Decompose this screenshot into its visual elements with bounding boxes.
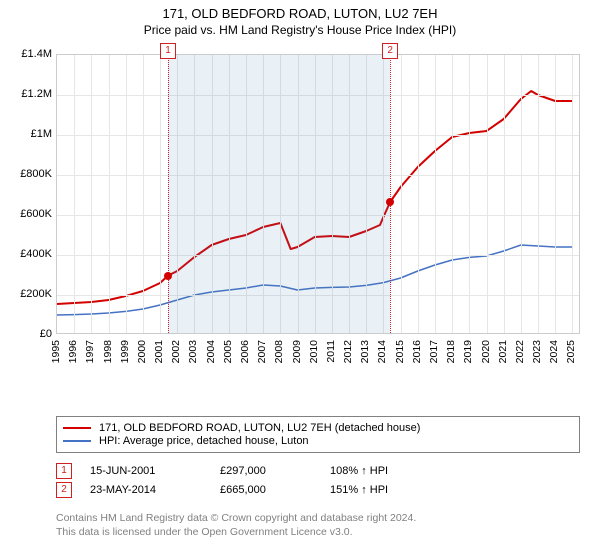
y-tick-label: £600K	[0, 208, 52, 220]
x-tick-label: 2021	[497, 340, 509, 363]
legend-label: HPI: Average price, detached house, Luto…	[99, 435, 309, 447]
footer-line2: This data is licensed under the Open Gov…	[56, 526, 416, 540]
grid-v	[74, 55, 75, 333]
x-tick-label: 2003	[187, 340, 199, 363]
sale-marker: 1	[56, 463, 72, 479]
shaded-region	[168, 55, 390, 333]
x-tick-label: 1998	[102, 340, 114, 363]
x-tick-label: 2008	[273, 340, 285, 363]
x-tick-label: 2014	[376, 340, 388, 363]
sale-row: 1 15-JUN-2001£297,000108% ↑ HPI	[56, 463, 450, 479]
sale-date: 23-MAY-2014	[90, 484, 220, 496]
grid-v	[160, 55, 161, 333]
x-tick-label: 2006	[239, 340, 251, 363]
sale-row: 2 23-MAY-2014£665,000151% ↑ HPI	[56, 482, 450, 498]
title-line1: 171, OLD BEDFORD ROAD, LUTON, LU2 7EH	[0, 6, 600, 23]
x-tick-label: 2019	[462, 340, 474, 363]
y-tick-label: £1.4M	[0, 48, 52, 60]
grid-v	[521, 55, 522, 333]
legend: 171, OLD BEDFORD ROAD, LUTON, LU2 7EH (d…	[56, 416, 580, 453]
sale-marker-label: 2	[382, 43, 398, 59]
sales-table: 1 15-JUN-2001£297,000108% ↑ HPI 2 23-MAY-20…	[56, 460, 450, 501]
grid-v	[435, 55, 436, 333]
y-tick-label: £200K	[0, 288, 52, 300]
x-tick-label: 1997	[84, 340, 96, 363]
sale-point	[386, 198, 394, 206]
grid-v	[452, 55, 453, 333]
x-tick-label: 2012	[342, 340, 354, 363]
legend-swatch	[63, 440, 91, 442]
x-tick-label: 2009	[291, 340, 303, 363]
sale-marker: 2	[56, 482, 72, 498]
title-line2: Price paid vs. HM Land Registry's House …	[0, 23, 600, 39]
sale-marker-label: 1	[160, 43, 176, 59]
x-tick-label: 2024	[548, 340, 560, 363]
chart-container: 171, OLD BEDFORD ROAD, LUTON, LU2 7EH Pr…	[0, 0, 600, 560]
x-tick-label: 2025	[565, 340, 577, 363]
x-tick-label: 2002	[170, 340, 182, 363]
sale-change: 108% ↑ HPI	[330, 465, 450, 477]
title-block: 171, OLD BEDFORD ROAD, LUTON, LU2 7EH Pr…	[0, 0, 600, 38]
grid-v	[555, 55, 556, 333]
legend-item: HPI: Average price, detached house, Luto…	[63, 435, 573, 447]
x-tick-label: 2023	[531, 340, 543, 363]
x-tick-label: 1996	[67, 340, 79, 363]
x-tick-label: 2016	[411, 340, 423, 363]
sale-date: 15-JUN-2001	[90, 465, 220, 477]
grid-v	[91, 55, 92, 333]
grid-v	[126, 55, 127, 333]
sale-point	[164, 272, 172, 280]
x-tick-label: 2001	[153, 340, 165, 363]
sale-price: £665,000	[220, 484, 330, 496]
x-tick-label: 2004	[205, 340, 217, 363]
grid-v	[487, 55, 488, 333]
legend-item: 171, OLD BEDFORD ROAD, LUTON, LU2 7EH (d…	[63, 422, 573, 434]
footer: Contains HM Land Registry data © Crown c…	[56, 512, 416, 539]
plot-area: 12	[56, 54, 580, 334]
x-tick-label: 2015	[394, 340, 406, 363]
x-tick-label: 2005	[222, 340, 234, 363]
sale-change: 151% ↑ HPI	[330, 484, 450, 496]
legend-label: 171, OLD BEDFORD ROAD, LUTON, LU2 7EH (d…	[99, 422, 420, 434]
grid-v	[109, 55, 110, 333]
y-tick-label: £1M	[0, 128, 52, 140]
x-tick-label: 2007	[256, 340, 268, 363]
chart-area: 12 £0£200K£400K£600K£800K£1M£1.2M£1.4M19…	[0, 44, 600, 380]
y-tick-label: £0	[0, 328, 52, 340]
y-tick-label: £800K	[0, 168, 52, 180]
legend-swatch	[63, 427, 91, 429]
y-tick-label: £400K	[0, 248, 52, 260]
y-tick-label: £1.2M	[0, 88, 52, 100]
grid-v	[504, 55, 505, 333]
x-tick-label: 2020	[480, 340, 492, 363]
x-tick-label: 2010	[308, 340, 320, 363]
grid-v	[401, 55, 402, 333]
x-tick-label: 2017	[428, 340, 440, 363]
x-tick-label: 2011	[325, 340, 337, 363]
x-tick-label: 2013	[359, 340, 371, 363]
sale-vline	[390, 55, 391, 333]
x-tick-label: 1999	[119, 340, 131, 363]
grid-v	[143, 55, 144, 333]
x-tick-label: 2000	[136, 340, 148, 363]
sale-vline	[168, 55, 169, 333]
grid-v	[469, 55, 470, 333]
x-tick-label: 2022	[514, 340, 526, 363]
grid-v	[418, 55, 419, 333]
x-tick-label: 2018	[445, 340, 457, 363]
footer-line1: Contains HM Land Registry data © Crown c…	[56, 512, 416, 526]
sale-price: £297,000	[220, 465, 330, 477]
grid-v	[538, 55, 539, 333]
x-tick-label: 1995	[50, 340, 62, 363]
grid-v	[572, 55, 573, 333]
